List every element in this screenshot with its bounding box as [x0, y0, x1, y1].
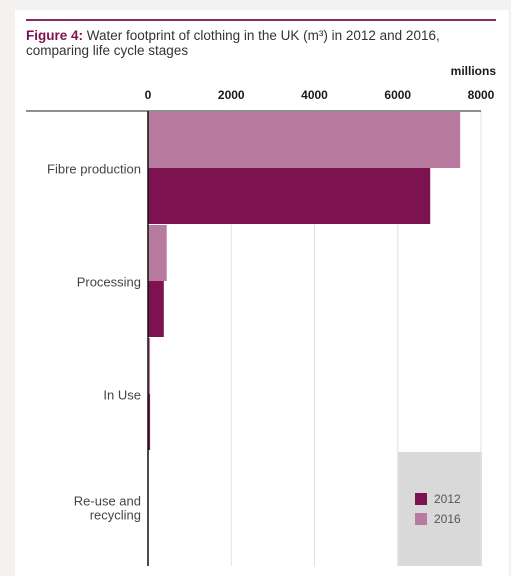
legend-label: 2012 [434, 492, 461, 506]
category-label: recycling [90, 508, 141, 523]
x-tick-label: 4000 [301, 88, 328, 102]
category-label: Re-use and [74, 494, 141, 509]
x-tick-label: 2000 [218, 88, 245, 102]
x-tick-label: 0 [145, 88, 152, 102]
category-label: Fibre production [47, 162, 141, 177]
x-tick-label: 6000 [384, 88, 411, 102]
category-label: In Use [103, 388, 141, 403]
legend-swatch [415, 493, 427, 505]
bar-2016 [148, 112, 460, 168]
legend-swatch [415, 513, 427, 525]
legend-label: 2016 [434, 512, 461, 526]
category-label: Processing [77, 275, 141, 290]
bar-2012 [148, 281, 164, 337]
bar-2012 [148, 168, 430, 224]
legend-box [398, 452, 482, 566]
x-tick-label: 8000 [468, 88, 495, 102]
bar-2016 [148, 225, 167, 281]
